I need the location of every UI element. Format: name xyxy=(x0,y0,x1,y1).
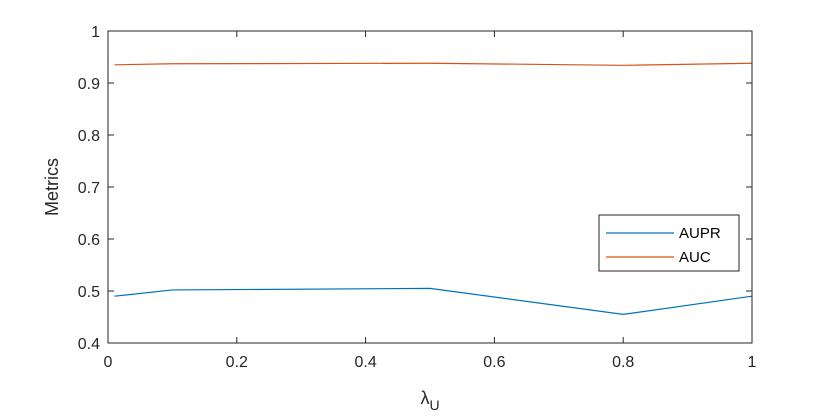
x-axis-label: λU xyxy=(420,388,439,413)
x-tick-label: 1 xyxy=(748,354,757,371)
x-tick-label: 0.2 xyxy=(226,354,248,371)
y-tick-label: 0.9 xyxy=(78,76,100,93)
x-tick-label: 0 xyxy=(104,354,113,371)
series-layer xyxy=(114,62,753,316)
x-tick-label: 0.4 xyxy=(354,354,376,371)
y-tick-label: 0.7 xyxy=(78,180,100,197)
y-axis-label: Metrics xyxy=(42,158,62,216)
x-axis: 0 0.2 0.4 0.6 0.8 1 xyxy=(104,31,757,371)
plot-area xyxy=(108,31,752,343)
y-tick-label: 0.6 xyxy=(78,232,100,249)
legend-label-aupr: AUPR xyxy=(679,225,721,242)
legend: AUPR AUC xyxy=(598,214,740,272)
x-tick-label: 0.8 xyxy=(612,354,634,371)
legend-label-auc: AUC xyxy=(679,249,711,266)
legend-box xyxy=(598,214,740,272)
y-tick-label: 0.8 xyxy=(78,128,100,145)
x-axis-label-symbol: λ xyxy=(420,388,429,408)
x-axis-label-subscript: U xyxy=(429,397,439,413)
y-tick-label: 0.4 xyxy=(78,336,100,353)
y-tick-label: 0.5 xyxy=(78,284,100,301)
y-axis: 0.4 0.5 0.6 0.7 0.8 0.9 1 xyxy=(78,24,752,353)
x-tick-label: 0.6 xyxy=(483,354,505,371)
series-line-aupr xyxy=(114,287,753,316)
series-line-auc xyxy=(114,62,753,66)
y-tick-label: 1 xyxy=(91,24,100,41)
